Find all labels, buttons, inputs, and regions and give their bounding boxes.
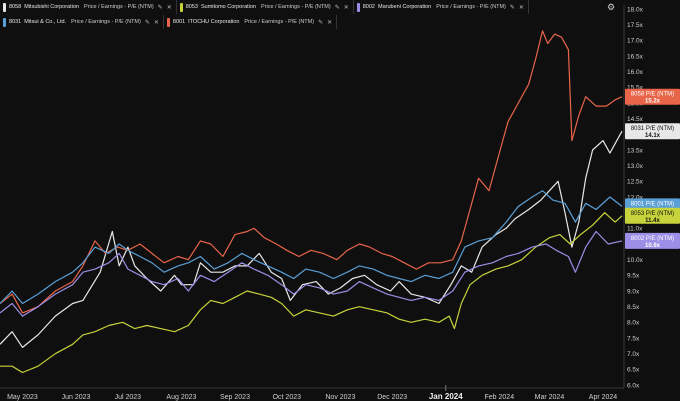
legend-company: Sumitomo Corporation xyxy=(200,4,256,10)
value-tag xyxy=(625,88,680,105)
value-tag-label: 8053 P/E (NTM) xyxy=(631,211,674,217)
y-tick-label: 15.5x xyxy=(627,85,644,92)
legend-company: Mitsui & Co., Ltd. xyxy=(24,19,67,25)
paint-icon[interactable]: ✎ xyxy=(318,19,324,26)
x-tick-label: Jul 2023 xyxy=(115,394,142,401)
x-tick-label: Nov 2023 xyxy=(325,394,355,401)
y-tick-label: 8.5x xyxy=(627,304,640,311)
legend-row-1: 8058 Mitsubishi Corporation Price / Earn… xyxy=(0,0,529,14)
value-tag xyxy=(625,207,680,224)
y-tick-label: 18.0x xyxy=(627,6,644,13)
paint-icon[interactable]: ✎ xyxy=(334,4,340,11)
y-tick-label: 9.5x xyxy=(627,273,640,280)
paint-icon[interactable]: ✎ xyxy=(509,4,515,11)
legend-swatch xyxy=(166,17,170,27)
legend-item-8001[interactable]: 8001 ITOCHU Corporation Price / Earnings… xyxy=(164,15,338,29)
legend-company: Mitsubishi Corporation xyxy=(24,4,79,10)
y-tick-label: 13.5x xyxy=(627,147,644,154)
x-tick-label: Feb 2024 xyxy=(485,394,515,401)
y-tick-label: 8.0x xyxy=(627,320,640,327)
value-tag-label: 8002 P/E (NTM) xyxy=(631,236,674,242)
y-tick-label: 7.0x xyxy=(627,351,640,358)
value-tag-label: 8001 P/E (NTM) xyxy=(631,201,674,207)
legend-swatch xyxy=(179,2,183,12)
y-tick-label: 7.5x xyxy=(627,335,640,342)
paint-icon[interactable]: ✎ xyxy=(157,4,163,11)
legend-metric: Price / Earnings - P/E (NTM) xyxy=(261,4,331,10)
value-tag xyxy=(625,123,680,140)
x-tick-label: Dec 2023 xyxy=(377,394,407,401)
x-tick-label: Sep 2023 xyxy=(220,394,250,401)
y-tick-label: 11.0x xyxy=(627,226,643,233)
value-tag-value: 11.4x xyxy=(645,218,660,224)
value-tag-value: 10.6x xyxy=(645,243,661,249)
y-tick-label: 13.0x xyxy=(627,163,644,170)
x-tick-label: Oct 2023 xyxy=(273,394,302,401)
close-icon[interactable]: ✕ xyxy=(166,4,172,11)
legend-code: 8053 xyxy=(185,4,198,10)
y-tick-label: 17.0x xyxy=(627,38,644,45)
legend-company: Marubeni Corporation xyxy=(378,4,432,10)
legend-item-8031[interactable]: 8031 Mitsui & Co., Ltd. Price / Earnings… xyxy=(0,15,164,29)
legend-metric: Price / Earnings - P/E (NTM) xyxy=(436,4,506,10)
close-icon[interactable]: ✕ xyxy=(327,19,333,26)
x-tick-label: Jan 2024 xyxy=(429,392,463,401)
value-tag xyxy=(625,232,680,249)
value-tag-value: 15.2x xyxy=(645,99,661,105)
y-tick-label: 10.0x xyxy=(627,257,644,264)
value-tag-label: 8031 P/E (NTM) xyxy=(631,126,674,132)
y-tick-label: 12.5x xyxy=(627,179,644,186)
legend-company: ITOCHU Corporation xyxy=(188,19,240,25)
legend-item-8053[interactable]: 8053 Sumitomo Corporation Price / Earnin… xyxy=(177,0,354,14)
y-tick-label: 16.0x xyxy=(627,69,644,76)
legend-item-8002[interactable]: 8002 Marubeni Corporation Price / Earnin… xyxy=(354,0,529,14)
y-tick-label: 17.5x xyxy=(627,22,644,29)
y-tick-label: 14.5x xyxy=(627,116,644,123)
legend-metric: Price / Earnings - P/E (NTM) xyxy=(83,4,154,10)
series-line xyxy=(0,130,623,348)
legend-metric: Price / Earnings - P/E (NTM) xyxy=(244,19,315,25)
legend-code: 8002 xyxy=(362,4,375,10)
close-icon[interactable]: ✕ xyxy=(153,19,159,26)
y-tick-label: 6.0x xyxy=(627,382,640,389)
y-tick-label: 16.5x xyxy=(627,53,644,60)
value-tag-label: 8058 P/E (NTM) xyxy=(631,92,674,98)
x-tick-label: May 2023 xyxy=(7,394,38,401)
legend-metric: Price / Earnings - P/E (NTM) xyxy=(71,19,141,25)
legend-swatch xyxy=(3,17,6,27)
paint-icon[interactable]: ✎ xyxy=(144,19,150,26)
y-tick-label: 9.0x xyxy=(627,288,640,295)
y-tick-label: 6.5x xyxy=(627,367,640,374)
value-tag-value: 14.1x xyxy=(645,133,661,139)
x-tick-label: Aug 2023 xyxy=(166,394,196,401)
legend-swatch xyxy=(356,2,360,12)
series-line xyxy=(0,212,623,374)
close-icon[interactable]: ✕ xyxy=(518,4,524,11)
legend-code: 8058 xyxy=(9,4,22,10)
legend-item-8058[interactable]: 8058 Mitsubishi Corporation Price / Earn… xyxy=(0,0,177,14)
x-tick-label: Mar 2024 xyxy=(535,394,565,401)
x-tick-label: Apr 2024 xyxy=(589,394,618,401)
x-tick-label: Jun 2023 xyxy=(62,394,91,401)
legend-row-2: 8031 Mitsui & Co., Ltd. Price / Earnings… xyxy=(0,15,338,29)
series-line xyxy=(0,230,623,317)
legend-code: 8001 xyxy=(172,19,186,25)
close-icon[interactable]: ✕ xyxy=(343,4,349,11)
legend-code: 8031 xyxy=(9,19,22,25)
y-tick-label: 12.0x xyxy=(627,194,644,201)
legend-swatch xyxy=(3,2,6,12)
series-line xyxy=(0,190,623,305)
gear-icon[interactable]: ⚙ xyxy=(607,2,616,12)
